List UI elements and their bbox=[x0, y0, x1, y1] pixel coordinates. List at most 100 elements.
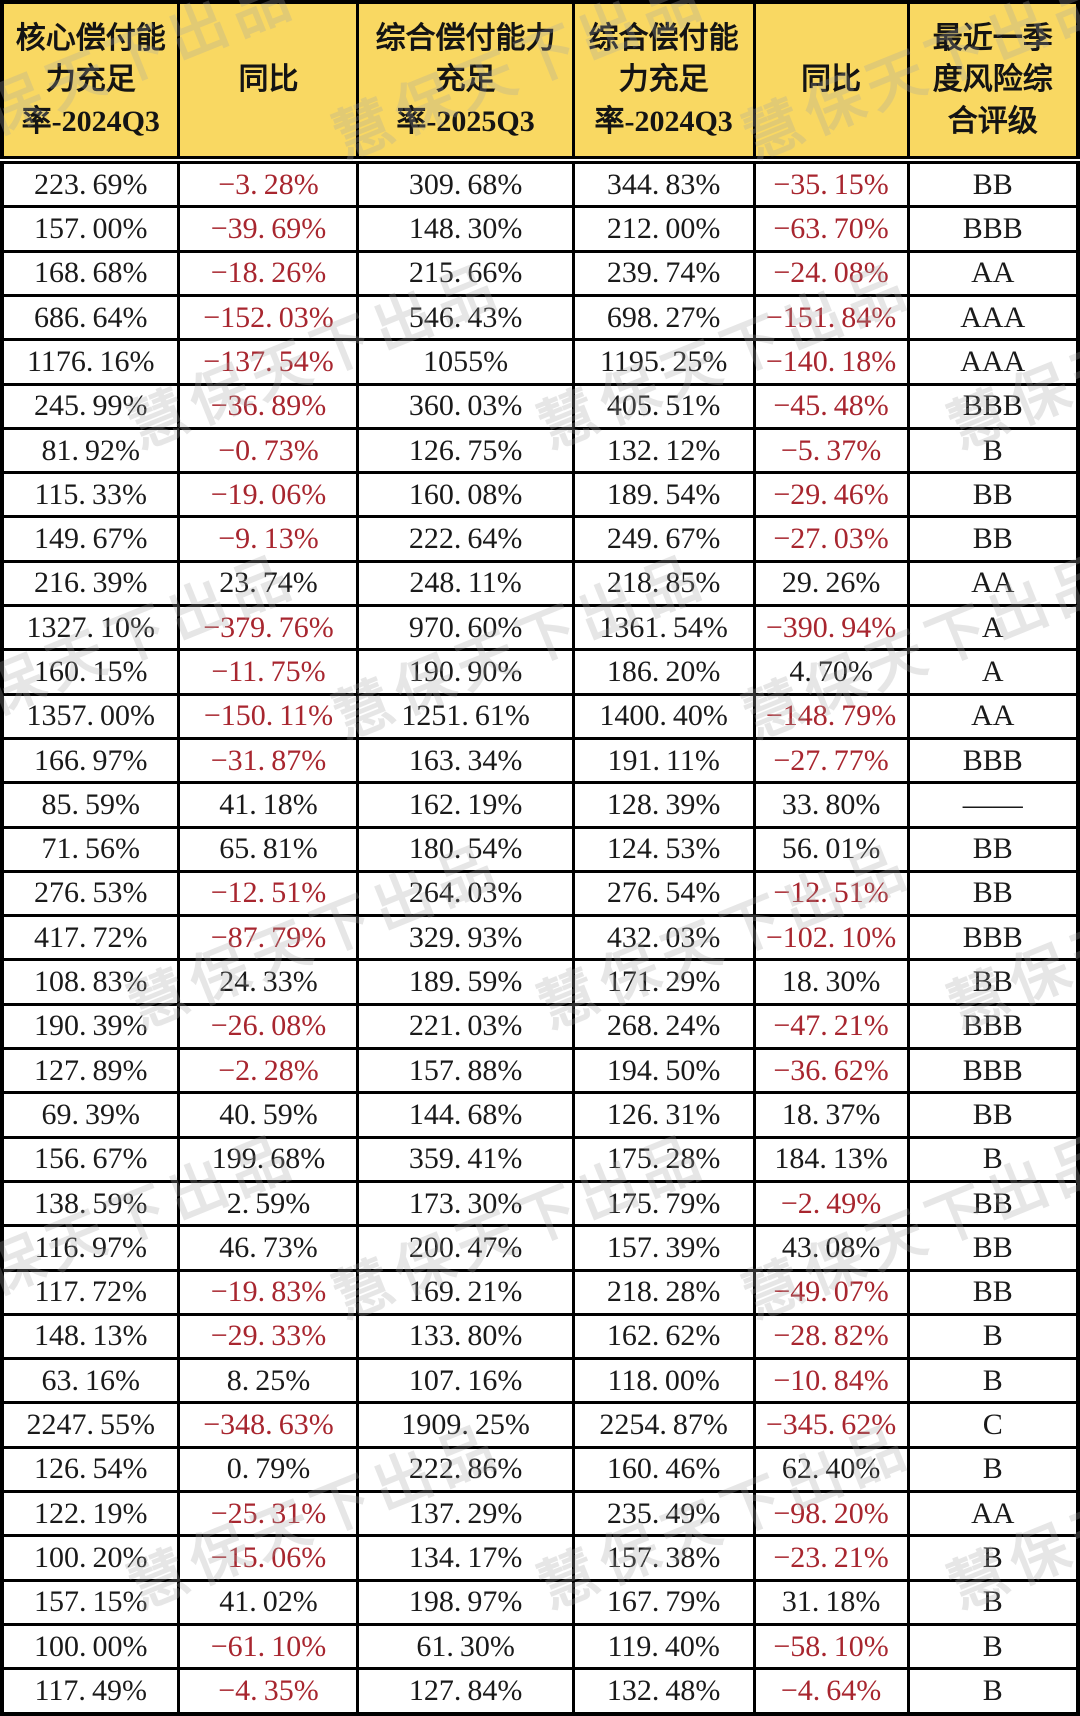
ratio-cell: 432. 03% bbox=[571, 914, 756, 962]
ratio-cell: 173. 30% bbox=[356, 1179, 575, 1228]
ratio-cell: 117. 72% bbox=[0, 1268, 181, 1316]
ratio-cell: 405. 51% bbox=[571, 382, 756, 430]
ratio-cell: 221. 03% bbox=[356, 1002, 575, 1051]
ratio-cell: 119. 40% bbox=[571, 1622, 756, 1671]
table-row: 157. 15% 41. 02% 198. 97% 167. 79% 31. 18% B bbox=[0, 1578, 1080, 1626]
ratio-cell: 122. 19% bbox=[0, 1489, 181, 1538]
ratio-cell: −140. 18% bbox=[752, 338, 910, 386]
ratio-cell: −23. 21% bbox=[752, 1534, 910, 1582]
ratio-cell: 329. 93% bbox=[356, 914, 575, 962]
risk-rating-cell: BBB bbox=[906, 1047, 1080, 1095]
ratio-cell: 81. 92% bbox=[0, 426, 181, 475]
table-row: 81. 92% −0. 73% 126. 75% 132. 12% −5. 37% B bbox=[0, 426, 1080, 475]
ratio-cell: 43. 08% bbox=[752, 1224, 910, 1272]
ratio-cell: 160. 46% bbox=[571, 1445, 756, 1493]
ratio-cell: 46. 73% bbox=[177, 1224, 360, 1272]
ratio-cell: −29. 33% bbox=[177, 1312, 360, 1361]
ratio-cell: 31. 18% bbox=[752, 1578, 910, 1626]
ratio-cell: 162. 62% bbox=[571, 1312, 756, 1361]
ratio-cell: 1251. 61% bbox=[356, 692, 575, 740]
ratio-cell: 160. 08% bbox=[356, 471, 575, 519]
ratio-cell: −12. 51% bbox=[177, 869, 360, 918]
ratio-cell: 157. 39% bbox=[571, 1224, 756, 1272]
risk-rating-cell: B bbox=[906, 1667, 1080, 1716]
risk-rating-cell: A bbox=[906, 604, 1080, 652]
ratio-cell: 309. 68% bbox=[356, 158, 575, 209]
ratio-cell: 184. 13% bbox=[752, 1135, 910, 1183]
ratio-cell: 215. 66% bbox=[356, 249, 575, 297]
ratio-cell: −11. 75% bbox=[177, 648, 360, 696]
ratio-cell: −9. 13% bbox=[177, 515, 360, 563]
table-row: 1357. 00% −150. 11% 1251. 61% 1400. 40% −148… bbox=[0, 692, 1080, 740]
risk-rating-cell: BB bbox=[906, 515, 1080, 563]
table-row: 71. 56% 65. 81% 180. 54% 124. 53% 56. 01% BB bbox=[0, 825, 1080, 873]
ratio-cell: −4. 64% bbox=[752, 1667, 910, 1716]
risk-rating-cell: BBB bbox=[906, 382, 1080, 430]
column-header-4: 综合偿付能力充足率-2024Q3 bbox=[571, 0, 756, 164]
ratio-cell: −137. 54% bbox=[177, 338, 360, 386]
ratio-cell: 61. 30% bbox=[356, 1622, 575, 1671]
ratio-cell: 116. 97% bbox=[0, 1224, 181, 1272]
ratio-cell: 133. 80% bbox=[356, 1312, 575, 1361]
ratio-cell: 100. 20% bbox=[0, 1534, 181, 1582]
risk-rating-cell: BB bbox=[906, 1179, 1080, 1228]
ratio-cell: −12. 51% bbox=[752, 869, 910, 918]
ratio-cell: 160. 15% bbox=[0, 648, 181, 696]
ratio-cell: 126. 75% bbox=[356, 426, 575, 475]
ratio-cell: 137. 29% bbox=[356, 1489, 575, 1538]
table-row: 157. 00% −39. 69% 148. 30% 212. 00% −63. 70%… bbox=[0, 205, 1080, 253]
ratio-cell: −379. 76% bbox=[177, 604, 360, 652]
ratio-cell: 239. 74% bbox=[571, 249, 756, 297]
table-row: 276. 53% −12. 51% 264. 03% 276. 54% −12. 51%… bbox=[0, 869, 1080, 918]
ratio-cell: 56. 01% bbox=[752, 825, 910, 873]
ratio-cell: 100. 00% bbox=[0, 1622, 181, 1671]
ratio-cell: 1909. 25% bbox=[356, 1401, 575, 1449]
ratio-cell: 970. 60% bbox=[356, 604, 575, 652]
ratio-cell: 0. 79% bbox=[177, 1445, 360, 1493]
table-row: 168. 68% −18. 26% 215. 66% 239. 74% −24. 08%… bbox=[0, 249, 1080, 297]
ratio-cell: −151. 84% bbox=[752, 293, 910, 342]
ratio-cell: −19. 06% bbox=[177, 471, 360, 519]
ratio-cell: −390. 94% bbox=[752, 604, 910, 652]
ratio-cell: 18. 37% bbox=[752, 1091, 910, 1139]
risk-rating-cell: AA bbox=[906, 1489, 1080, 1538]
ratio-cell: 69. 39% bbox=[0, 1091, 181, 1139]
ratio-cell: 235. 49% bbox=[571, 1489, 756, 1538]
ratio-cell: 268. 24% bbox=[571, 1002, 756, 1051]
table-row: 100. 00% −61. 10% 61. 30% 119. 40% −58. 10% B bbox=[0, 1622, 1080, 1671]
ratio-cell: 168. 68% bbox=[0, 249, 181, 297]
table-row: 166. 97% −31. 87% 163. 34% 191. 11% −27. 77%… bbox=[0, 736, 1080, 785]
ratio-cell: 264. 03% bbox=[356, 869, 575, 918]
ratio-cell: 199. 68% bbox=[177, 1135, 360, 1183]
ratio-cell: 698. 27% bbox=[571, 293, 756, 342]
ratio-cell: 127. 84% bbox=[356, 1667, 575, 1716]
ratio-cell: −2. 28% bbox=[177, 1047, 360, 1095]
table-row: 245. 99% −36. 89% 360. 03% 405. 51% −45. 48%… bbox=[0, 382, 1080, 430]
ratio-cell: −348. 63% bbox=[177, 1401, 360, 1449]
ratio-cell: 144. 68% bbox=[356, 1091, 575, 1139]
table-row: 160. 15% −11. 75% 190. 90% 186. 20% 4. 70% A bbox=[0, 648, 1080, 696]
risk-rating-cell: BBB bbox=[906, 914, 1080, 962]
column-header-3: 综合偿付能力充足率-2025Q3 bbox=[356, 0, 575, 164]
risk-rating-cell: B bbox=[906, 1578, 1080, 1626]
ratio-cell: 132. 48% bbox=[571, 1667, 756, 1716]
ratio-cell: 546. 43% bbox=[356, 293, 575, 342]
ratio-cell: 41. 18% bbox=[177, 781, 360, 829]
header-row: 核心偿付能力充足率-2024Q3 同比 综合偿付能力充足率-2025Q3 综合偿付能力… bbox=[0, 0, 1080, 164]
ratio-cell: −24. 08% bbox=[752, 249, 910, 297]
ratio-cell: 218. 85% bbox=[571, 559, 756, 608]
ratio-cell: 186. 20% bbox=[571, 648, 756, 696]
ratio-cell: −98. 20% bbox=[752, 1489, 910, 1538]
ratio-cell: −10. 84% bbox=[752, 1357, 910, 1405]
risk-rating-cell: B bbox=[906, 1622, 1080, 1671]
ratio-cell: 191. 11% bbox=[571, 736, 756, 785]
ratio-cell: 276. 53% bbox=[0, 869, 181, 918]
ratio-cell: 134. 17% bbox=[356, 1534, 575, 1582]
ratio-cell: 1055% bbox=[356, 338, 575, 386]
ratio-cell: 175. 28% bbox=[571, 1135, 756, 1183]
risk-rating-cell: —— bbox=[906, 781, 1080, 829]
ratio-cell: 686. 64% bbox=[0, 293, 181, 342]
ratio-cell: 162. 19% bbox=[356, 781, 575, 829]
table-row: 116. 97% 46. 73% 200. 47% 157. 39% 43. 08% BB bbox=[0, 1224, 1080, 1272]
